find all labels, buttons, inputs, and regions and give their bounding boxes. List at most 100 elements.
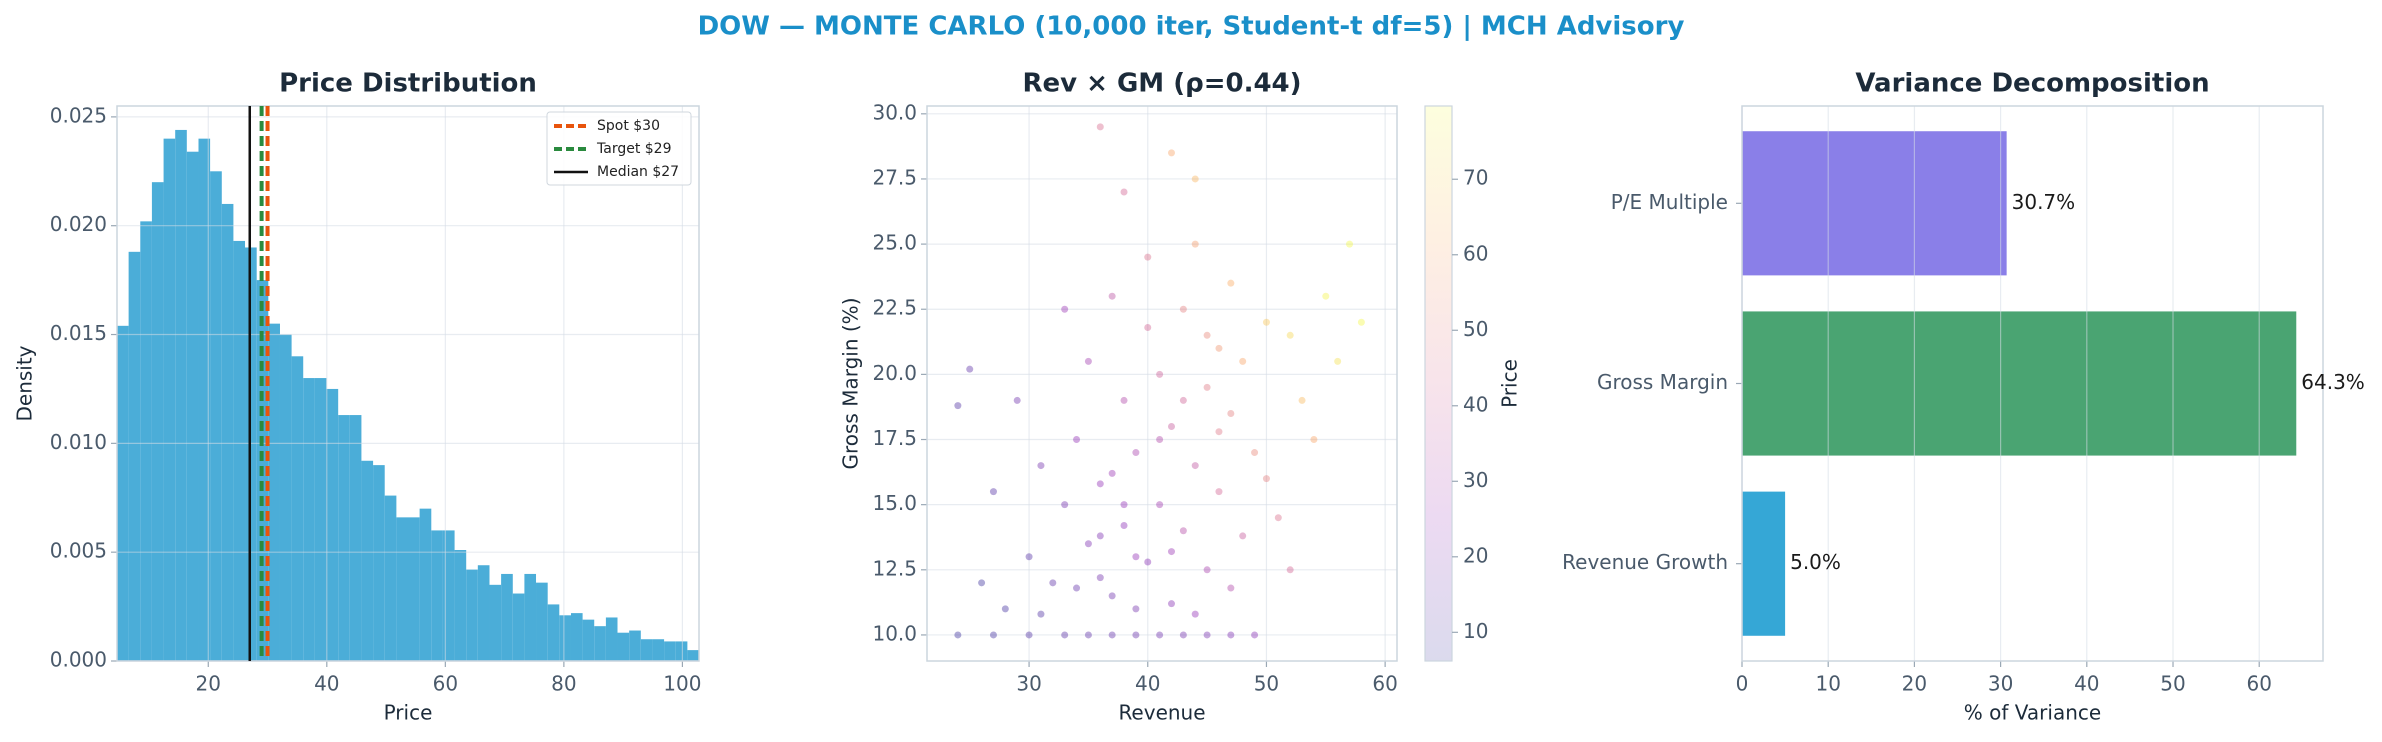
scatter-point: [1298, 396, 1306, 404]
scatter-point: [1227, 409, 1235, 417]
scatter-point: [1073, 584, 1081, 592]
plot-area: [927, 106, 1397, 661]
scatter-point: [1215, 344, 1223, 352]
scatter-point: [1239, 357, 1247, 365]
scatter-point: [1227, 279, 1235, 287]
subplot-title: Variance Decomposition: [1855, 69, 2209, 99]
scatter-point: [1203, 566, 1211, 574]
histogram-bar: [640, 639, 653, 661]
x-axis-label: % of Variance: [1964, 701, 2101, 725]
scatter-point: [1013, 396, 1021, 404]
colorbar-tick-label: 70: [1463, 166, 1488, 190]
histogram-bar: [198, 138, 211, 661]
histogram-bar: [431, 530, 443, 661]
histogram-bar: [524, 573, 537, 661]
histogram-bar: [547, 604, 560, 661]
scatter-point: [1191, 610, 1199, 618]
scatter-point: [1203, 631, 1211, 639]
category-label: Revenue Growth: [1562, 550, 1728, 574]
scatter-point: [1156, 370, 1164, 378]
histogram-bar: [291, 356, 304, 661]
scatter-point: [1096, 123, 1104, 131]
bar: [1742, 131, 2007, 276]
scatter-point: [1144, 253, 1152, 261]
scatter-point: [1203, 383, 1211, 391]
histogram-bar: [163, 138, 176, 661]
legend-box: [546, 111, 692, 186]
colorbar-tick-label: 30: [1463, 468, 1488, 492]
histogram-bar: [408, 517, 420, 661]
scatter-point: [1132, 553, 1140, 561]
x-tick-label: 30: [1988, 672, 2013, 696]
x-tick-label: 50: [1254, 672, 1279, 696]
y-tick-label: 17.5: [872, 426, 917, 450]
scatter-point: [1274, 514, 1282, 522]
histogram-bar: [117, 325, 129, 661]
histogram-bar: [128, 251, 141, 661]
scatter-point: [1037, 610, 1045, 618]
scatter-point: [1286, 566, 1294, 574]
x-tick-label: 60: [1372, 672, 1397, 696]
scatter-point: [1215, 428, 1223, 436]
histogram-bar: [605, 617, 618, 661]
scatter-point: [1227, 584, 1235, 592]
scatter-point: [1096, 574, 1104, 582]
y-tick-label: 27.5: [872, 165, 917, 189]
histogram-bar: [151, 182, 164, 662]
histogram-bar: [652, 639, 665, 661]
scatter-point: [1191, 240, 1199, 248]
histogram-bar: [361, 460, 374, 661]
scatter-point: [1191, 175, 1199, 183]
y-axis-label: Gross Margin (%): [839, 298, 863, 470]
colorbar-tick-label: 50: [1463, 317, 1488, 341]
y-tick-label: 15.0: [872, 491, 917, 515]
scatter-point: [954, 631, 962, 639]
histogram-bar: [326, 388, 339, 661]
scatter-point: [1286, 331, 1294, 339]
scatter-point: [989, 631, 997, 639]
scatter-point: [1179, 396, 1187, 404]
histogram-bar: [501, 573, 513, 661]
histogram-bar: [489, 584, 502, 661]
scatter-point: [1084, 540, 1092, 548]
x-tick-label: 60: [2246, 672, 2271, 696]
scatter-point: [1346, 240, 1354, 248]
scatter-point: [1132, 605, 1140, 613]
colorbar-tick-label: 40: [1463, 392, 1488, 416]
y-tick-label: 22.5: [872, 296, 917, 320]
histogram-bar: [314, 378, 327, 661]
x-tick-label: 40: [314, 672, 339, 696]
y-tick-label: 0.000: [50, 648, 107, 672]
x-tick-label: 30: [1016, 672, 1041, 696]
scatter-point: [1156, 631, 1164, 639]
histogram-bar: [221, 203, 234, 662]
colorbar: [1425, 106, 1452, 661]
x-axis-label: Price: [384, 701, 433, 725]
colorbar-tick-label: 60: [1463, 241, 1488, 265]
y-tick-label: 0.010: [50, 430, 107, 454]
x-tick-label: 40: [1135, 672, 1160, 696]
histogram-bar: [338, 415, 350, 661]
y-tick-label: 20.0: [872, 361, 917, 385]
histogram-bar: [466, 569, 478, 661]
histogram-bar: [268, 323, 280, 661]
scatter-point: [1167, 149, 1175, 157]
scatter-point: [1049, 579, 1057, 587]
scatter-point: [1215, 488, 1223, 496]
scatter-point: [1144, 558, 1152, 566]
scatter-point: [1179, 527, 1187, 535]
scatter-point: [1203, 331, 1211, 339]
histogram-bar: [687, 650, 699, 661]
histogram-bar: [454, 550, 467, 661]
plot-frame: [116, 105, 700, 662]
y-tick-label: 0.025: [50, 103, 107, 127]
scatter-point: [1262, 318, 1270, 326]
y-tick-label: 0.005: [50, 539, 107, 563]
scatter-point: [954, 402, 962, 410]
scatter-point: [1167, 548, 1175, 556]
histogram-bar: [536, 582, 548, 661]
legend-label: Spot $30: [597, 118, 660, 134]
histogram-bar: [675, 641, 688, 661]
histogram-bar: [559, 615, 571, 661]
